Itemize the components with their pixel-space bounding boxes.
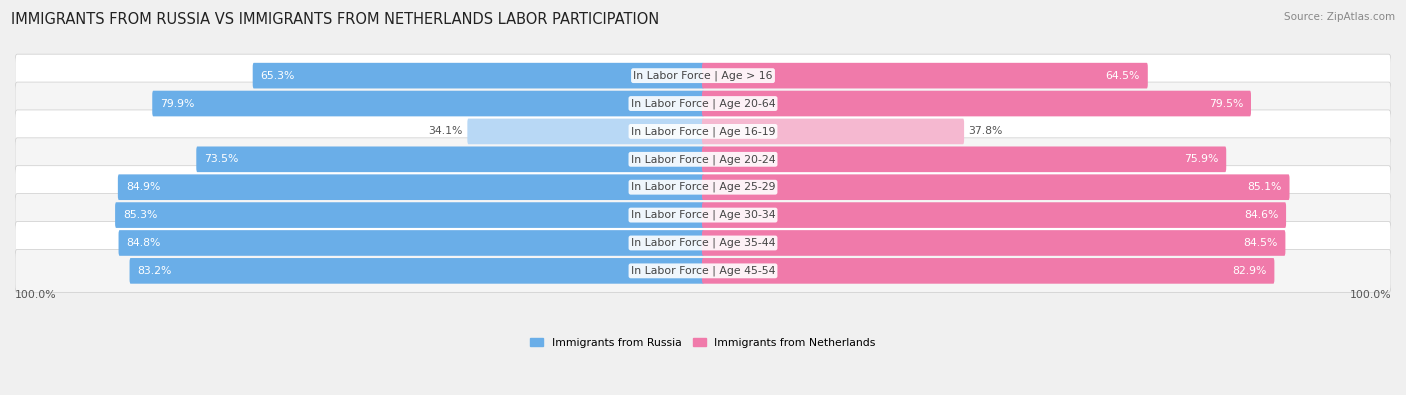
Text: IMMIGRANTS FROM RUSSIA VS IMMIGRANTS FROM NETHERLANDS LABOR PARTICIPATION: IMMIGRANTS FROM RUSSIA VS IMMIGRANTS FRO… xyxy=(11,12,659,27)
FancyBboxPatch shape xyxy=(702,147,1226,172)
Text: 79.9%: 79.9% xyxy=(160,98,194,109)
FancyBboxPatch shape xyxy=(467,118,704,144)
Text: 37.8%: 37.8% xyxy=(969,126,1002,136)
Text: 83.2%: 83.2% xyxy=(138,266,172,276)
FancyBboxPatch shape xyxy=(702,91,1251,117)
FancyBboxPatch shape xyxy=(15,222,1391,264)
Text: In Labor Force | Age 30-34: In Labor Force | Age 30-34 xyxy=(631,210,775,220)
FancyBboxPatch shape xyxy=(129,258,704,284)
Text: In Labor Force | Age 45-54: In Labor Force | Age 45-54 xyxy=(631,265,775,276)
Text: In Labor Force | Age 20-24: In Labor Force | Age 20-24 xyxy=(631,154,775,165)
FancyBboxPatch shape xyxy=(702,258,1274,284)
FancyBboxPatch shape xyxy=(15,138,1391,181)
FancyBboxPatch shape xyxy=(152,91,704,117)
FancyBboxPatch shape xyxy=(702,63,1147,88)
Text: In Labor Force | Age 35-44: In Labor Force | Age 35-44 xyxy=(631,238,775,248)
FancyBboxPatch shape xyxy=(118,230,704,256)
Text: 84.8%: 84.8% xyxy=(127,238,160,248)
Text: 85.3%: 85.3% xyxy=(122,210,157,220)
Text: 75.9%: 75.9% xyxy=(1184,154,1219,164)
Text: 84.9%: 84.9% xyxy=(125,182,160,192)
FancyBboxPatch shape xyxy=(702,118,965,144)
Text: In Labor Force | Age 16-19: In Labor Force | Age 16-19 xyxy=(631,126,775,137)
Text: 84.5%: 84.5% xyxy=(1243,238,1278,248)
Text: 64.5%: 64.5% xyxy=(1105,71,1140,81)
FancyBboxPatch shape xyxy=(702,174,1289,200)
Text: 34.1%: 34.1% xyxy=(429,126,463,136)
Text: Source: ZipAtlas.com: Source: ZipAtlas.com xyxy=(1284,12,1395,22)
FancyBboxPatch shape xyxy=(15,54,1391,97)
FancyBboxPatch shape xyxy=(702,202,1286,228)
Text: In Labor Force | Age 25-29: In Labor Force | Age 25-29 xyxy=(631,182,775,192)
FancyBboxPatch shape xyxy=(118,174,704,200)
FancyBboxPatch shape xyxy=(15,82,1391,125)
Text: 82.9%: 82.9% xyxy=(1232,266,1267,276)
FancyBboxPatch shape xyxy=(15,249,1391,292)
FancyBboxPatch shape xyxy=(15,166,1391,209)
Text: 65.3%: 65.3% xyxy=(260,71,295,81)
Text: 100.0%: 100.0% xyxy=(1350,290,1391,300)
FancyBboxPatch shape xyxy=(702,230,1285,256)
FancyBboxPatch shape xyxy=(197,147,704,172)
Text: 85.1%: 85.1% xyxy=(1247,182,1282,192)
Text: 73.5%: 73.5% xyxy=(204,154,239,164)
Text: 100.0%: 100.0% xyxy=(15,290,56,300)
Text: In Labor Force | Age 20-64: In Labor Force | Age 20-64 xyxy=(631,98,775,109)
FancyBboxPatch shape xyxy=(15,194,1391,237)
Text: 79.5%: 79.5% xyxy=(1209,98,1243,109)
Text: 84.6%: 84.6% xyxy=(1244,210,1278,220)
FancyBboxPatch shape xyxy=(253,63,704,88)
FancyBboxPatch shape xyxy=(15,110,1391,153)
Legend: Immigrants from Russia, Immigrants from Netherlands: Immigrants from Russia, Immigrants from … xyxy=(530,338,876,348)
Text: In Labor Force | Age > 16: In Labor Force | Age > 16 xyxy=(633,70,773,81)
FancyBboxPatch shape xyxy=(115,202,704,228)
